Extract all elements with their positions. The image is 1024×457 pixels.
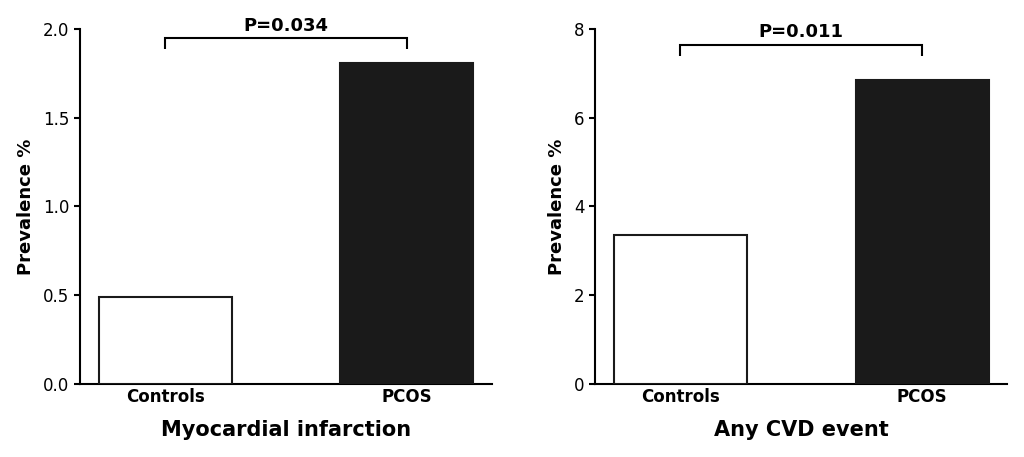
Y-axis label: Prevalence %: Prevalence % (16, 138, 35, 275)
Text: P=0.011: P=0.011 (759, 23, 844, 41)
X-axis label: Any CVD event: Any CVD event (714, 420, 889, 441)
Bar (98, 297, 231, 383)
Y-axis label: Prevalence %: Prevalence % (548, 138, 565, 275)
Bar (856, 80, 988, 383)
Bar (340, 63, 473, 383)
Text: P=0.034: P=0.034 (244, 17, 329, 35)
Bar (613, 235, 746, 383)
X-axis label: Myocardial infarction: Myocardial infarction (161, 420, 411, 441)
